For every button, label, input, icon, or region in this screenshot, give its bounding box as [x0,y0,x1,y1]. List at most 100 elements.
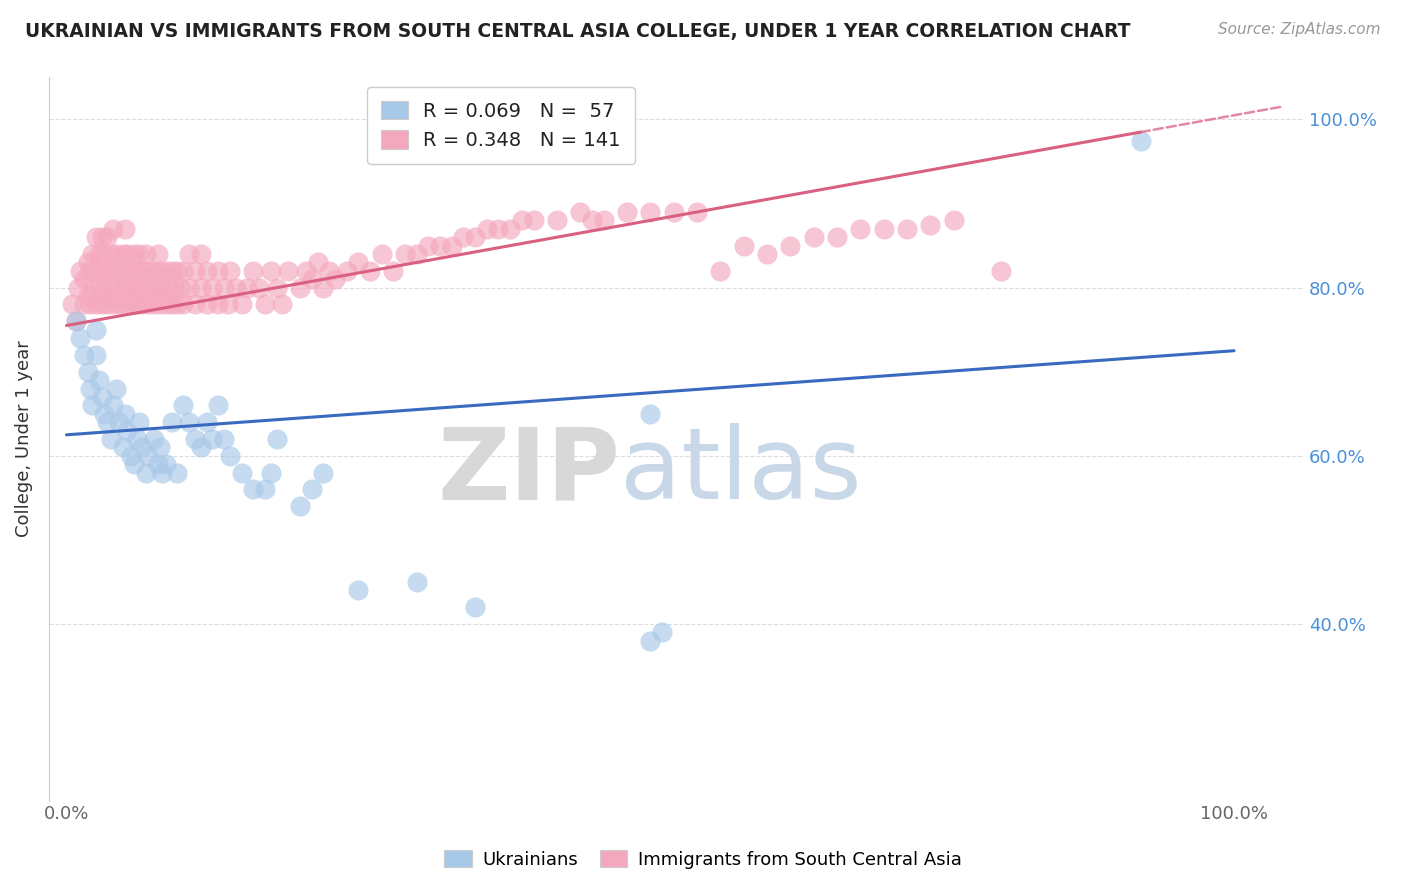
Point [135,466,157,480]
Point [115,247,138,261]
Point [418,238,440,252]
Point [122,280,145,294]
Point [65,314,87,328]
Point [146,457,169,471]
Point [318,264,340,278]
Point [155,457,177,471]
Point [76,289,98,303]
Point [131,297,153,311]
Point [266,280,288,294]
Point [96,297,118,311]
Point [896,222,918,236]
Point [195,415,218,429]
Point [111,247,134,261]
Point [104,382,127,396]
Point [120,297,142,311]
Point [779,238,801,252]
Point [150,466,173,480]
Point [84,264,107,278]
Point [803,230,825,244]
Point [122,247,145,261]
Point [69,331,91,345]
Point [128,247,150,261]
Point [405,247,427,261]
Point [157,280,180,294]
Point [201,280,224,294]
Point [207,297,229,311]
Point [111,441,134,455]
Point [96,264,118,278]
Point [89,247,111,261]
Point [79,264,101,278]
Point [920,218,942,232]
Point [89,280,111,294]
Point [79,297,101,311]
Point [73,297,96,311]
Point [104,247,127,261]
Point [253,297,276,311]
Point [638,205,661,219]
Point [323,272,346,286]
Point [312,280,335,294]
Point [177,415,200,429]
Point [103,297,125,311]
Point [190,280,212,294]
Point [103,398,125,412]
Point [122,457,145,471]
Point [160,264,183,278]
Point [136,297,159,311]
Point [79,382,101,396]
Point [100,280,122,294]
Point [100,432,122,446]
Text: UKRAINIAN VS IMMIGRANTS FROM SOUTH CENTRAL ASIA COLLEGE, UNDER 1 YEAR CORRELATIO: UKRAINIAN VS IMMIGRANTS FROM SOUTH CENTR… [25,22,1130,41]
Point [82,247,104,261]
Point [100,247,122,261]
Point [709,264,731,278]
Point [172,264,194,278]
Point [89,373,111,387]
Point [108,297,131,311]
Point [120,449,142,463]
Point [271,297,294,311]
Point [160,297,183,311]
Point [266,432,288,446]
Point [195,297,218,311]
Point [73,348,96,362]
Point [111,280,134,294]
Point [453,230,475,244]
Point [616,205,638,219]
Point [166,466,188,480]
Point [150,280,173,294]
Point [942,213,965,227]
Point [359,264,381,278]
Point [242,264,264,278]
Point [96,230,118,244]
Point [114,264,136,278]
Point [190,441,212,455]
Y-axis label: College, Under 1 year: College, Under 1 year [15,341,32,537]
Point [108,415,131,429]
Point [370,247,392,261]
Point [405,574,427,589]
Point [212,432,235,446]
Point [139,280,162,294]
Point [207,398,229,412]
Point [546,213,568,227]
Point [184,432,207,446]
Point [155,264,177,278]
Point [177,280,200,294]
Legend: Ukrainians, Immigrants from South Central Asia: Ukrainians, Immigrants from South Centra… [437,843,969,876]
Point [225,280,247,294]
Point [260,264,283,278]
Point [382,264,405,278]
Point [84,323,107,337]
Point [190,247,212,261]
Point [464,230,486,244]
Point [143,264,166,278]
Point [429,238,451,252]
Point [825,230,848,244]
Point [69,264,91,278]
Point [146,247,169,261]
Point [103,264,125,278]
Point [756,247,779,261]
